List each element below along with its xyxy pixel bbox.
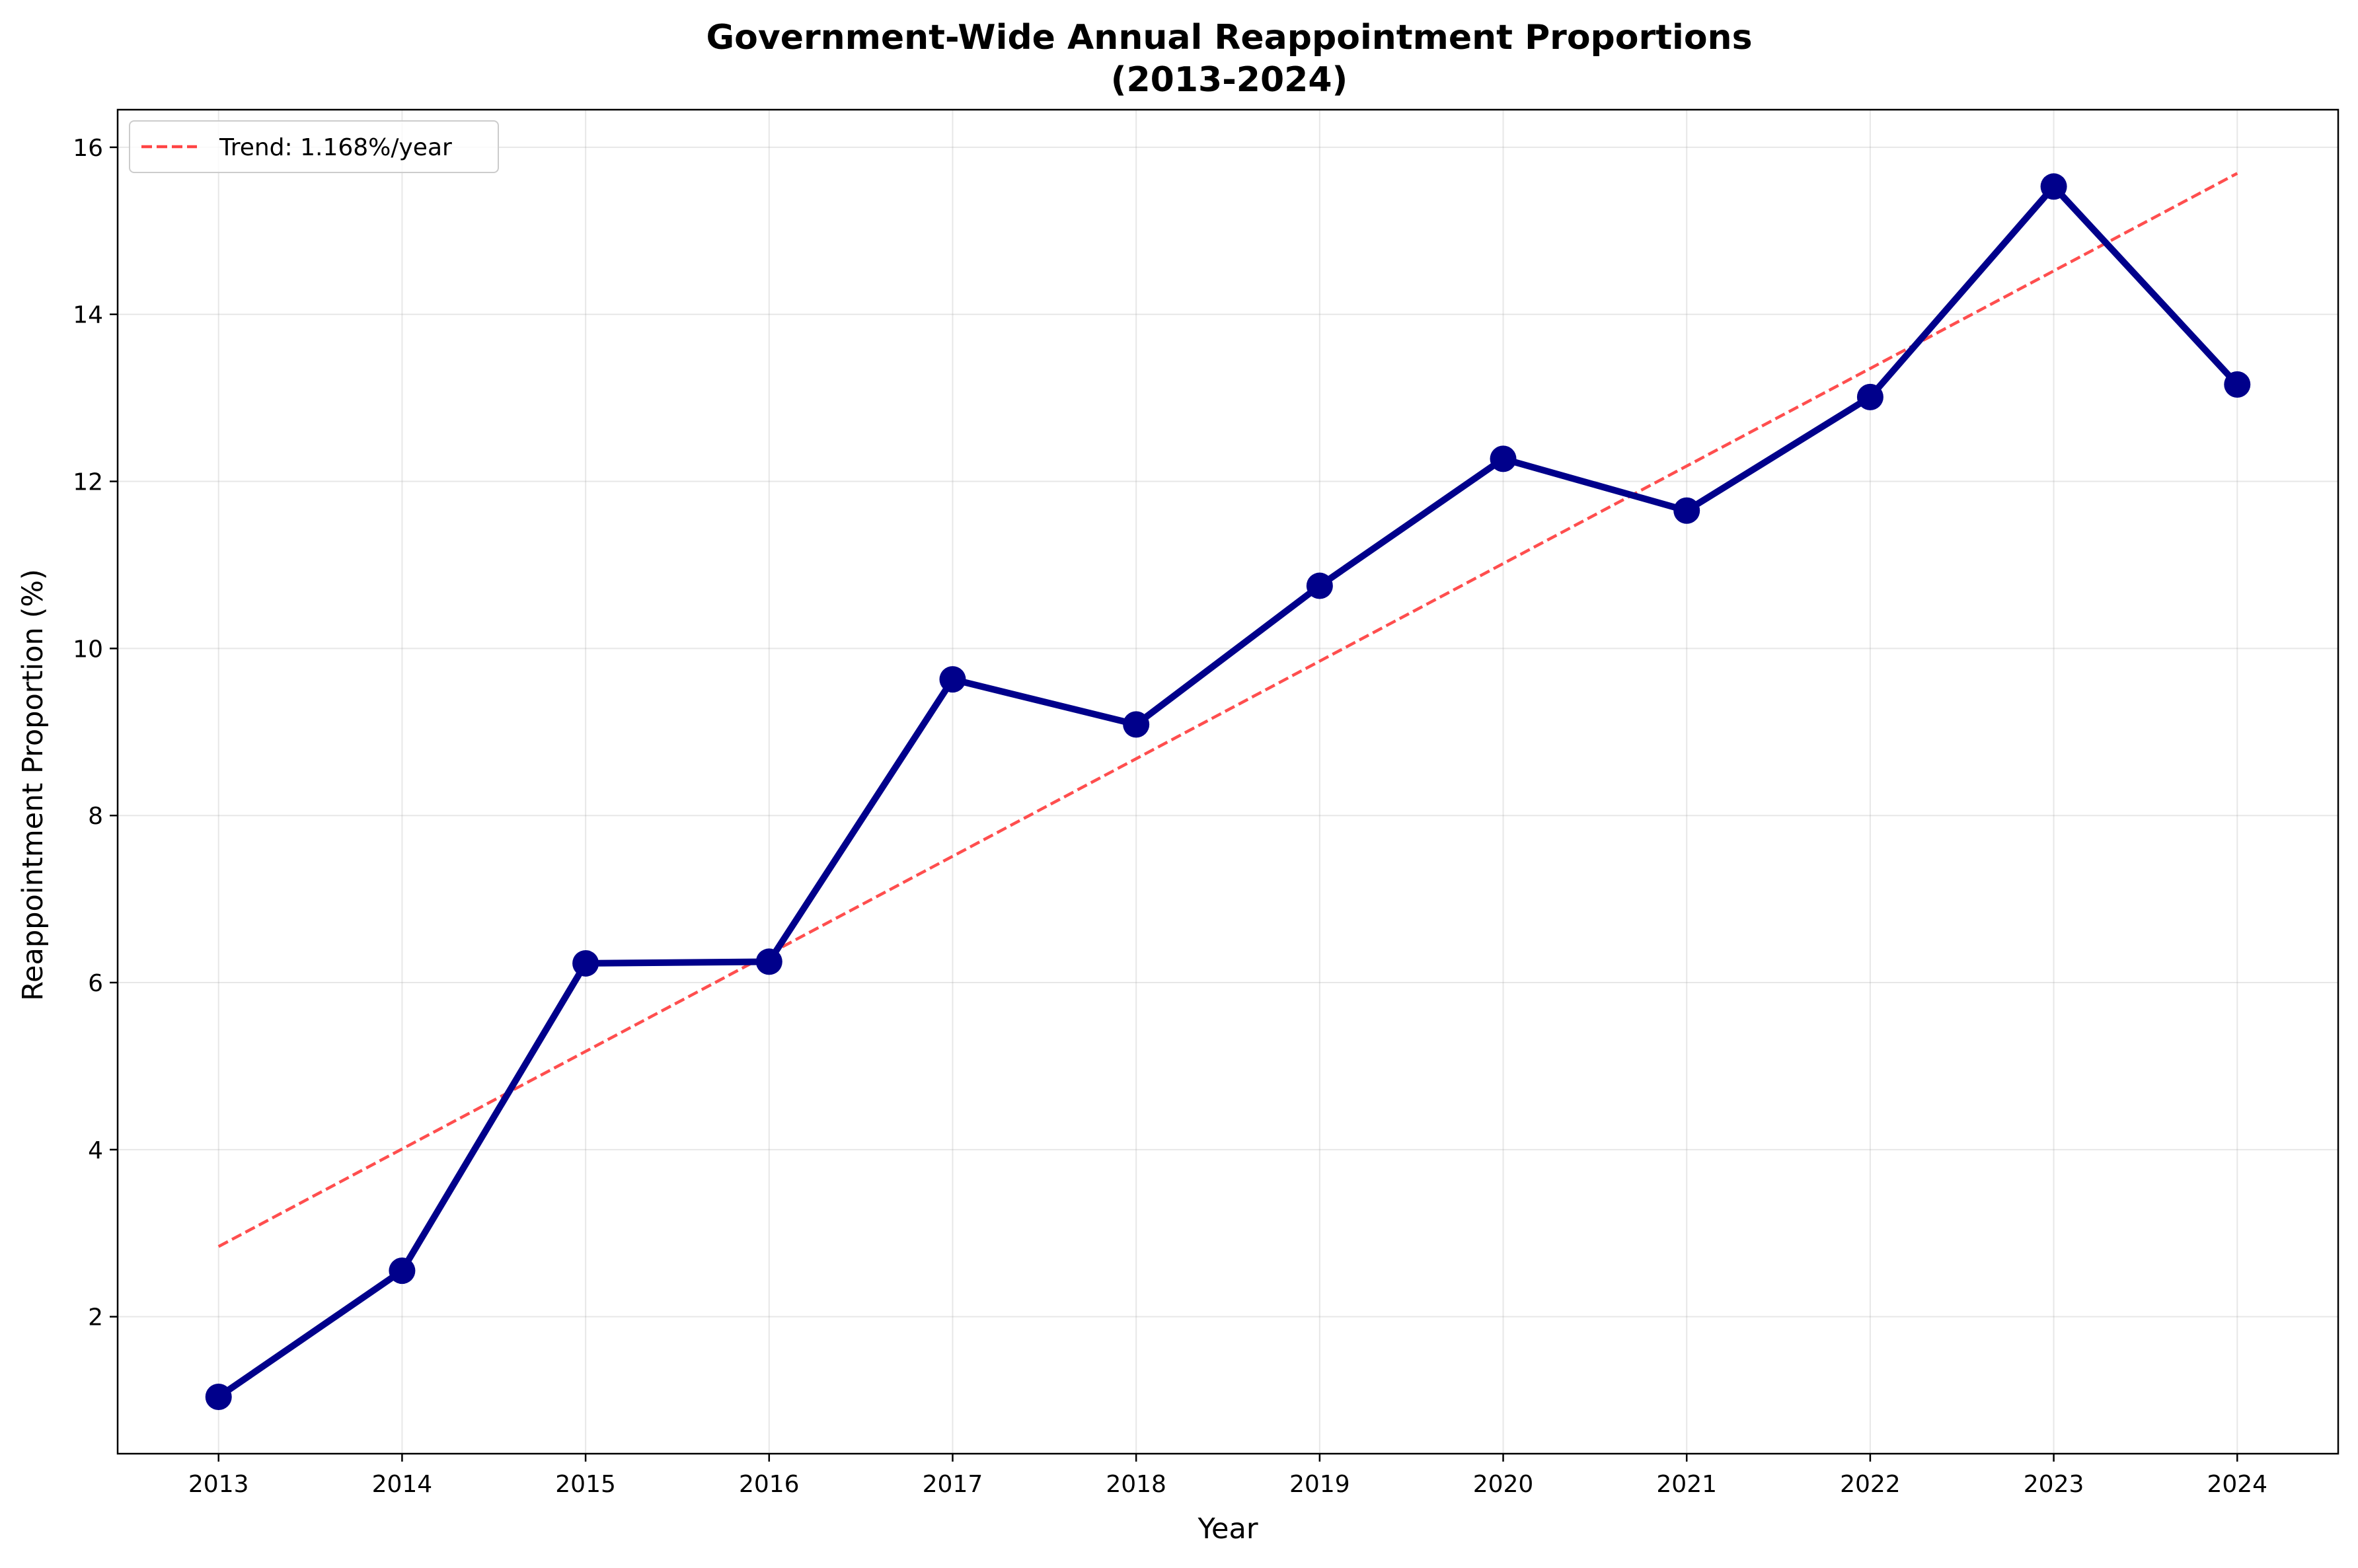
y-tick-label: 16 xyxy=(73,135,103,162)
series-group xyxy=(205,173,2251,1411)
legend: Trend: 1.168%/year xyxy=(129,120,499,173)
data-point xyxy=(1123,711,1150,738)
data-point xyxy=(1306,572,1333,599)
trend-line xyxy=(217,172,2238,1248)
x-axis-label: Year xyxy=(1197,1512,1258,1546)
x-tick-label: 2019 xyxy=(1289,1471,1350,1498)
data-point xyxy=(205,1384,232,1411)
data-point xyxy=(939,666,966,693)
x-tick-label: 2016 xyxy=(739,1471,800,1498)
data-point xyxy=(572,950,599,977)
x-tick-label: 2018 xyxy=(1106,1471,1166,1498)
y-axis-label: Reappointment Proportion (%) xyxy=(17,569,50,1001)
y-tick-label: 6 xyxy=(88,970,103,997)
x-tick-label: 2015 xyxy=(555,1471,616,1498)
y-tick-label: 10 xyxy=(73,636,103,663)
x-tick-label: 2020 xyxy=(1473,1471,1534,1498)
y-tick-label: 12 xyxy=(73,469,103,496)
y-axis-ticks: 2 4 6 8 10 12 14 16 xyxy=(73,135,118,1331)
x-tick-label: 2014 xyxy=(372,1471,433,1498)
legend-box xyxy=(129,120,499,173)
data-point xyxy=(2224,371,2251,398)
x-tick-label: 2022 xyxy=(1840,1471,1901,1498)
legend-trend-label: Trend: 1.168%/year xyxy=(219,134,452,161)
y-tick-label: 14 xyxy=(73,302,103,329)
x-tick-label: 2017 xyxy=(923,1471,983,1498)
trend-line-group xyxy=(217,172,2238,1248)
y-tick-label: 4 xyxy=(88,1137,103,1164)
plot-frame xyxy=(116,108,2339,1455)
y-tick-label: 8 xyxy=(88,803,103,830)
x-tick-label: 2023 xyxy=(2024,1471,2084,1498)
x-tick-label: 2013 xyxy=(188,1471,249,1498)
chart-title: Government-Wide Annual Reappointment Pro… xyxy=(706,18,1752,57)
data-point xyxy=(1673,497,1700,524)
grid-lines xyxy=(118,110,2338,1454)
y-tick-label: 2 xyxy=(88,1304,103,1331)
data-point xyxy=(1856,383,1883,410)
x-tick-label: 2021 xyxy=(1656,1471,1717,1498)
series-line xyxy=(215,183,2241,1401)
x-axis-ticks: 2013 2014 2015 2016 2017 2018 2019 2020 2021 2022… xyxy=(188,1454,2267,1498)
x-tick-label: 2024 xyxy=(2207,1471,2267,1498)
data-point xyxy=(1490,445,1517,472)
chart-subtitle: (2013-2024) xyxy=(1111,60,1348,100)
data-point xyxy=(389,1257,416,1285)
data-point xyxy=(755,948,782,975)
data-point xyxy=(2040,173,2067,200)
